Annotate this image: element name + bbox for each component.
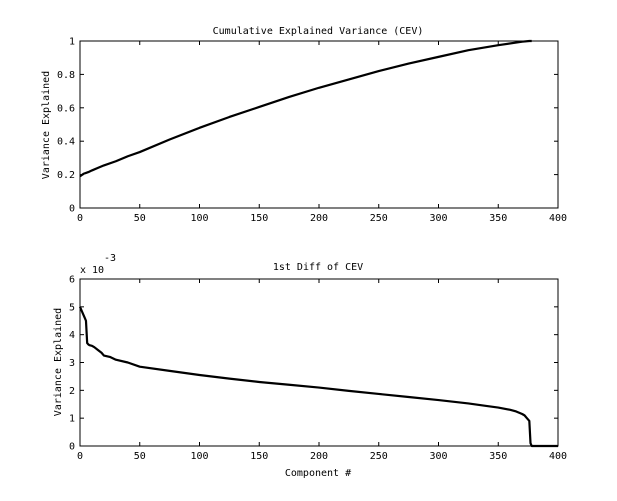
cev-x-tick-label: 250 <box>370 213 388 224</box>
cev-diff-y-tick-label: 4 <box>69 330 75 341</box>
cev-diff-y-tick-label: 1 <box>69 414 75 425</box>
cev-x-tick-label: 100 <box>190 213 208 224</box>
cev-diff-y-axis-label: Variance Explained <box>53 308 64 416</box>
cev-diff-x-tick-label: 250 <box>370 451 388 462</box>
cev-diff-y-tick-label: 0 <box>69 442 75 453</box>
cev-x-tick-label: 400 <box>549 213 567 224</box>
cev-diff-x-axis-label: Component # <box>285 468 351 479</box>
cev-diff-x-tick-label: 300 <box>429 451 447 462</box>
cev-diff-chart-title: 1st Diff of CEV <box>273 262 363 273</box>
cev-y-tick-label: 0.2 <box>57 170 75 181</box>
cev-diff-x-tick-label: 0 <box>77 451 83 462</box>
cev-chart: Cumulative Explained Variance (CEV) Vari… <box>41 26 567 224</box>
cev-x-tick-label: 150 <box>250 213 268 224</box>
cev-series-line <box>79 39 532 178</box>
cev-x-tick-label: 0 <box>77 213 83 224</box>
cev-y-tick-label: 0.6 <box>57 103 75 114</box>
cev-diff-x-tick-label: 150 <box>250 451 268 462</box>
cev-diff-x-tick-label: 100 <box>190 451 208 462</box>
cev-diff-y-tick-label: 6 <box>69 275 75 286</box>
cev-plot-frame <box>79 40 559 209</box>
cev-series <box>79 39 532 178</box>
cev-x-tick-label: 50 <box>134 213 146 224</box>
cev-diff-series-line <box>78 306 558 448</box>
cev-diff-x-tick-label: 400 <box>549 451 567 462</box>
cev-y-tick-label: 1 <box>69 37 75 48</box>
cev-x-tick-label: 300 <box>429 213 447 224</box>
cev-diff-ticks: 0 50 100 150 200 250 300 350 400 0 1 2 3 4 5 6 <box>69 275 567 463</box>
cev-y-axis-label: Variance Explained <box>41 71 52 179</box>
cev-y-tick-label: 0.8 <box>57 70 75 81</box>
cev-chart-title: Cumulative Explained Variance (CEV) <box>213 26 424 37</box>
cev-diff-y-tick-label: 5 <box>69 302 75 313</box>
cev-y-tick-label: 0.4 <box>57 137 75 148</box>
cev-x-tick-label: 350 <box>489 213 507 224</box>
cev-ticks: 0 50 100 150 200 250 300 350 400 0 0.2 0.4 0.6 0.8 1 <box>57 37 567 225</box>
cev-diff-series <box>78 306 558 448</box>
cev-y-tick-label: 0 <box>69 204 75 215</box>
cev-diff-x-tick-label: 200 <box>310 451 328 462</box>
cev-diff-x-tick-label: 350 <box>489 451 507 462</box>
cev-diff-exponent: -3 <box>104 253 116 264</box>
cev-diff-x-tick-label: 50 <box>134 451 146 462</box>
cev-x-tick-label: 200 <box>310 213 328 224</box>
cev-diff-chart: 1st Diff of CEV x 10 -3 Variance Explain… <box>53 253 567 479</box>
cev-diff-multiplier: x 10 <box>80 265 104 276</box>
cev-diff-y-tick-label: 3 <box>69 358 75 369</box>
cev-diff-plot-frame <box>79 278 559 447</box>
cev-diff-y-tick-label: 2 <box>69 386 75 397</box>
